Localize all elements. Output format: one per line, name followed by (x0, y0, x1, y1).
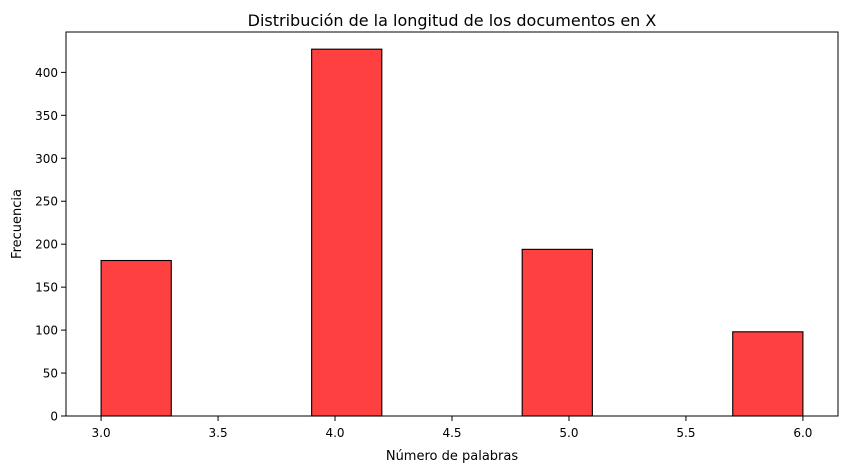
x-tick-label: 5.0 (559, 426, 578, 440)
x-tick-label: 6.0 (793, 426, 812, 440)
y-tick-label: 400 (35, 66, 58, 80)
y-tick-label: 50 (43, 367, 58, 381)
chart-title: Distribución de la longitud de los docum… (248, 11, 657, 30)
x-tick-label: 4.5 (442, 426, 461, 440)
histogram-bar-0 (100, 259, 172, 417)
x-tick-label: 3.0 (92, 426, 111, 440)
y-tick-label: 300 (35, 152, 58, 166)
y-tick-label: 250 (35, 195, 58, 209)
x-tick-label: 4.0 (325, 426, 344, 440)
histogram-bar-9 (732, 331, 804, 417)
histogram-bar-6 (521, 248, 593, 417)
x-axis-label: Número de palabras (386, 449, 519, 464)
plot-area: 3.0 3.5 4.0 4.5 5.0 5.5 6.0 0 50 100 150 200 250 300 3… (35, 31, 839, 440)
axes-frame (65, 31, 839, 417)
x-tick-label: 5.5 (676, 426, 695, 440)
y-tick-label: 350 (35, 109, 58, 123)
x-tick-label: 3.5 (209, 426, 228, 440)
histogram-bar-3 (311, 48, 383, 417)
y-tick-label: 100 (35, 324, 58, 338)
y-axis-label: Frecuencia (10, 189, 25, 259)
y-tick-label: 0 (50, 410, 58, 424)
y-tick-label: 200 (35, 238, 58, 252)
y-tick-label: 150 (35, 281, 58, 295)
